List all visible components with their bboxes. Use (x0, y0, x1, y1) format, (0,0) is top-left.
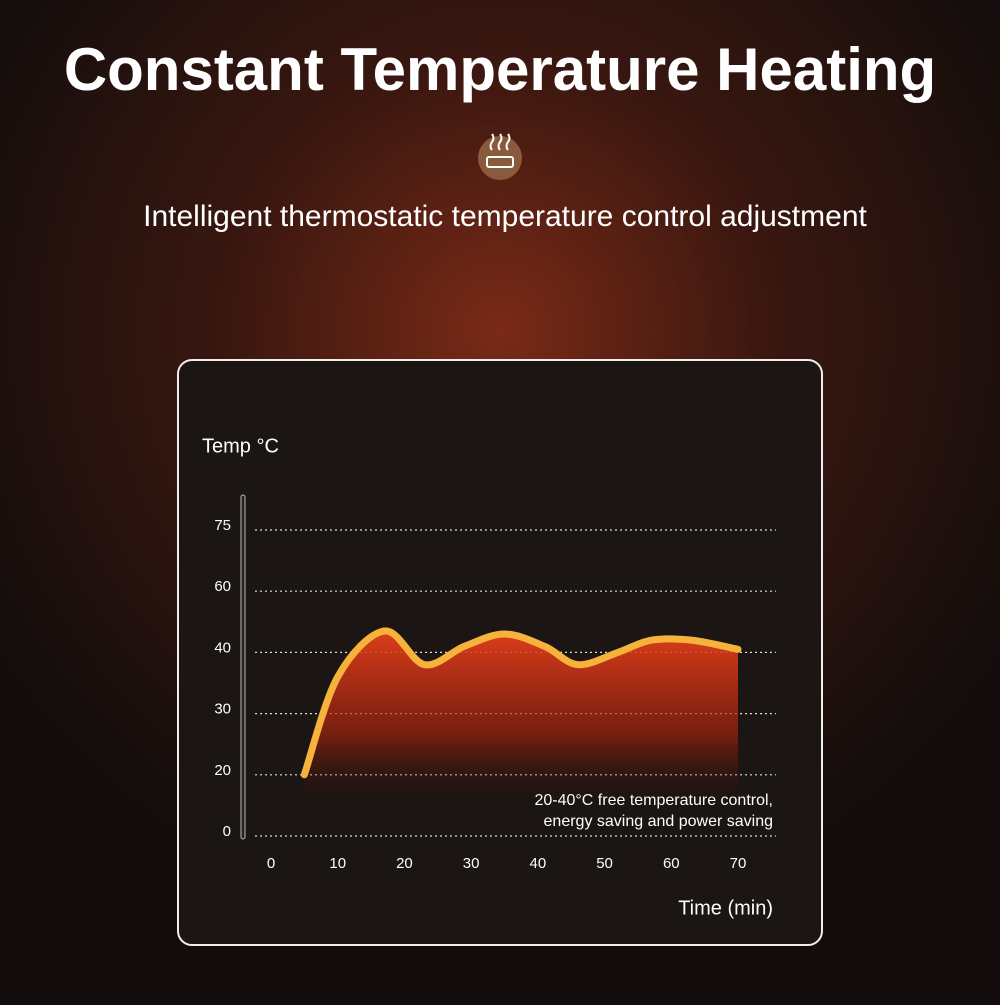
y-tick-label: 40 (214, 639, 231, 656)
area (304, 630, 738, 801)
thermometer (240, 494, 246, 840)
x-tick-label: 50 (596, 855, 613, 872)
x-tick-label: 60 (663, 855, 680, 872)
x-tick-label: 40 (530, 855, 547, 872)
x-tick-label: 0 (267, 855, 275, 872)
x-tick-label: 10 (329, 855, 346, 872)
y-tick-label: 60 (214, 578, 231, 595)
y-tick-label: 75 (214, 517, 231, 534)
y-tick-label: 0 (223, 823, 231, 840)
y-tick-label: 20 (214, 762, 231, 779)
annotation: energy saving and power saving (544, 813, 773, 830)
title: Constant Temperature Heating (64, 36, 936, 103)
x-axis-label: Time (min) (678, 897, 773, 919)
x-tick-label: 30 (463, 855, 480, 872)
x-tick-label: 20 (396, 855, 413, 872)
line (300, 627, 742, 779)
y-tick-label: 30 (214, 701, 231, 718)
x-tick-label: 70 (730, 855, 747, 872)
heat-icon (478, 133, 522, 180)
subtitle: Intelligent thermostatic temperature con… (143, 200, 867, 233)
y-axis-label: Temp °C (202, 435, 279, 457)
